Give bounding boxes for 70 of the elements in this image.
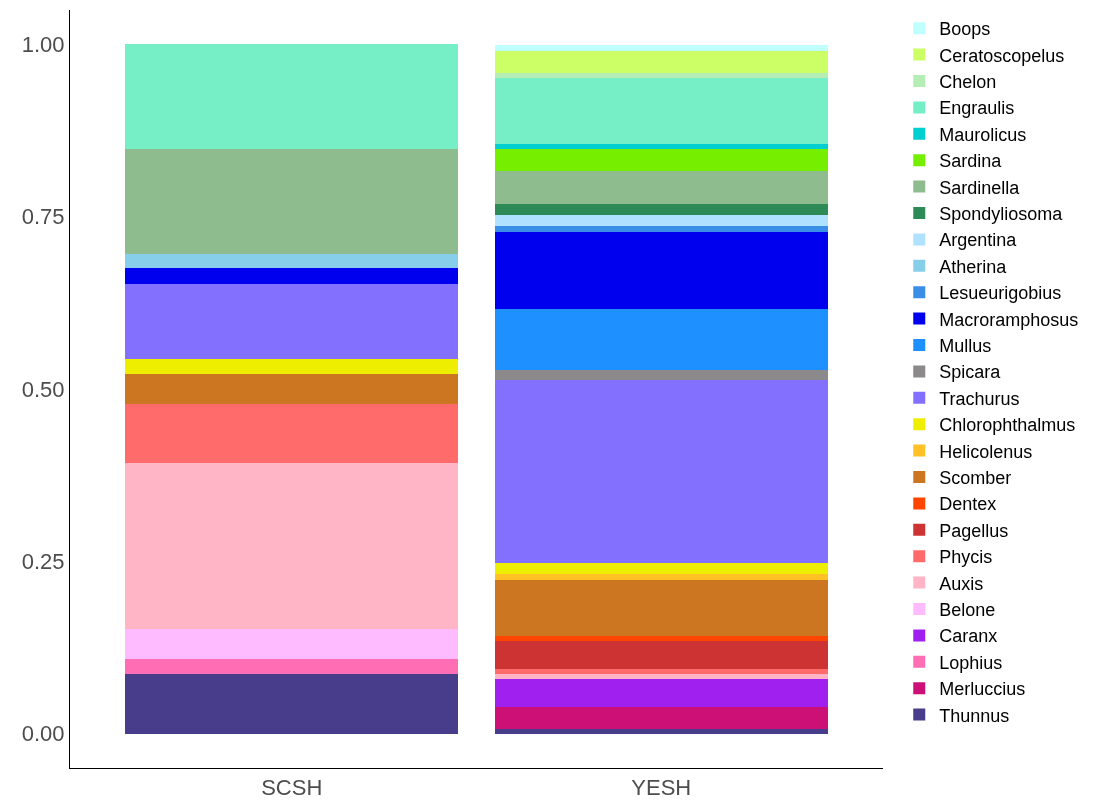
bar [125, 359, 459, 374]
legend-label: Lophius [939, 652, 1003, 673]
bar [494, 579, 828, 636]
bar [494, 170, 828, 205]
legend-label: Maurolicus [939, 124, 1027, 145]
y-tick-label: 0.50 [21, 376, 65, 402]
bar [494, 309, 828, 370]
bar [494, 50, 828, 73]
bar [494, 77, 828, 144]
legend-label: Pagellus [939, 520, 1009, 541]
x-tick-label: YESH [631, 775, 692, 801]
legend-label: Boops [939, 19, 991, 40]
legend-label: Phycis [939, 547, 993, 568]
legend-label: Atherina [939, 256, 1008, 277]
bar [494, 369, 828, 381]
legend-label: Merluccius [939, 679, 1026, 700]
bar [125, 253, 459, 269]
legend-label: Spondyliosoma [939, 204, 1064, 225]
legend-label: Argentina [939, 230, 1018, 251]
legend-label: Belone [939, 600, 996, 621]
legend-label: Spicara [939, 362, 1002, 383]
legend-label: Chlorophthalmus [939, 415, 1076, 436]
bar [494, 380, 828, 564]
legend-label: Lesueurigobius [939, 283, 1062, 304]
y-tick-label: 0.00 [21, 721, 65, 747]
bar [494, 673, 828, 680]
y-tick-label: 1.00 [21, 32, 65, 58]
x-tick-label: SCSH [261, 775, 323, 801]
bar [125, 148, 459, 254]
bar [125, 674, 459, 734]
bar [494, 679, 828, 708]
legend-label: Chelon [939, 72, 997, 93]
bar [125, 463, 459, 629]
legend-label: Scomber [939, 468, 1012, 489]
legend-label: Engraulis [939, 98, 1015, 119]
bar [494, 143, 828, 150]
bar [494, 728, 828, 734]
legend-label: Mullus [939, 336, 992, 357]
y-tick-label: 0.75 [21, 204, 65, 230]
bar [125, 628, 459, 660]
bar [494, 45, 828, 51]
legend-label: Sardina [939, 151, 1003, 172]
bar [494, 215, 828, 226]
bar [494, 640, 828, 669]
bar [494, 72, 828, 78]
bar [494, 668, 828, 674]
bar [125, 659, 459, 675]
legend-label: Thunnus [939, 705, 1010, 726]
y-tick-label: 0.25 [21, 548, 65, 574]
bar [494, 204, 828, 216]
bar [494, 635, 828, 641]
bar [494, 225, 828, 232]
legend-label: Sardinella [939, 177, 1021, 198]
bar [494, 574, 828, 580]
bar [125, 268, 459, 284]
legend-label: Ceratoscopelus [939, 45, 1065, 66]
legend-label: Macroramphosus [939, 309, 1079, 330]
bar [125, 404, 459, 464]
legend-label: Dentex [939, 494, 997, 515]
bar [494, 231, 828, 310]
legend-label: Trachurus [939, 388, 1020, 409]
bar [494, 707, 828, 729]
bar [494, 149, 828, 171]
bar [494, 563, 828, 575]
legend-label: Caranx [939, 626, 998, 647]
legend-label: Auxis [939, 573, 984, 594]
bar [125, 44, 459, 149]
bar [125, 283, 459, 360]
bar [125, 373, 459, 405]
legend-label: Helicolenus [939, 441, 1033, 462]
